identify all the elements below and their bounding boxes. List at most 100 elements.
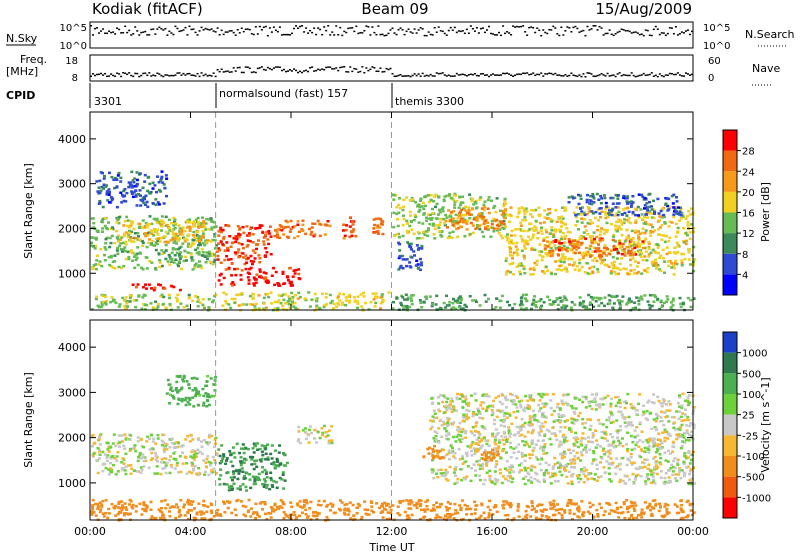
heatmap-cell xyxy=(608,302,612,305)
heatmap-cell xyxy=(460,478,464,482)
heatmap-cell xyxy=(174,232,178,236)
heatmap-cell xyxy=(665,295,669,298)
heatmap-cell xyxy=(534,226,538,230)
nsky-point xyxy=(574,25,577,28)
heatmap-cell xyxy=(98,434,102,438)
heatmap-cell xyxy=(627,220,631,223)
heatmap-cell xyxy=(639,249,643,252)
nsky-point xyxy=(520,25,523,28)
heatmap-cell xyxy=(460,307,464,311)
heatmap-cell xyxy=(117,500,121,504)
heatmap-cell xyxy=(543,480,546,483)
heatmap-cell xyxy=(227,501,231,504)
heatmap-cell xyxy=(105,456,109,459)
heatmap-cell xyxy=(590,238,594,241)
heatmap-cell xyxy=(143,226,146,229)
heatmap-cell xyxy=(95,238,98,241)
heatmap-cell xyxy=(495,227,499,230)
freq-point xyxy=(186,73,189,75)
nsky-point xyxy=(540,34,543,37)
heatmap-cell xyxy=(565,246,569,249)
heatmap-cell xyxy=(566,482,570,485)
heatmap-cell xyxy=(111,197,115,200)
heatmap-cell xyxy=(208,464,212,467)
heatmap-cell xyxy=(651,263,654,266)
heatmap-cell xyxy=(533,261,537,265)
heatmap-cell xyxy=(240,303,244,307)
heatmap-cell xyxy=(609,509,613,512)
heatmap-cell xyxy=(677,213,681,216)
heatmap-cell xyxy=(102,515,106,518)
heatmap-cell xyxy=(571,518,574,521)
heatmap-cell xyxy=(162,433,166,436)
nsky-point xyxy=(522,25,525,27)
heatmap-cell xyxy=(110,468,113,472)
nsky-point xyxy=(662,32,665,34)
heatmap-cell xyxy=(602,447,605,450)
heatmap-cell xyxy=(658,443,662,446)
heatmap-cell xyxy=(534,219,538,223)
heatmap-cell xyxy=(270,484,274,487)
heatmap-cell xyxy=(486,439,490,442)
heatmap-cell xyxy=(506,269,510,273)
heatmap-cell xyxy=(346,507,350,511)
heatmap-cell xyxy=(261,482,265,486)
heatmap-cell xyxy=(178,230,182,233)
nsky-point xyxy=(475,27,478,29)
heatmap-cell xyxy=(192,453,196,457)
heatmap-cell xyxy=(476,226,479,229)
heatmap-cell xyxy=(133,232,137,235)
heatmap-cell xyxy=(676,251,680,254)
heatmap-cell xyxy=(296,439,300,443)
nsky-point xyxy=(250,32,253,35)
heatmap-cell xyxy=(145,504,149,508)
heatmap-cell xyxy=(158,261,162,264)
heatmap-cell xyxy=(398,236,401,239)
heatmap-cell xyxy=(471,299,475,302)
heatmap-cell xyxy=(465,513,469,516)
heatmap-cell xyxy=(157,253,161,256)
heatmap-cell xyxy=(246,234,250,237)
heatmap-cell xyxy=(655,265,659,269)
heatmap-cell xyxy=(222,482,226,486)
freq-point xyxy=(624,74,627,76)
heatmap-cell xyxy=(398,242,402,246)
heatmap-cell xyxy=(234,252,238,256)
heatmap-cell xyxy=(168,514,172,518)
heatmap-cell xyxy=(179,470,183,474)
heatmap-cell xyxy=(160,511,164,514)
heatmap-cell xyxy=(190,256,194,259)
heatmap-cell xyxy=(532,298,536,302)
heatmap-cell xyxy=(120,201,124,204)
freq-point xyxy=(102,74,105,76)
freq-point xyxy=(662,75,665,78)
freq-point xyxy=(335,67,338,69)
freq-point xyxy=(528,73,531,76)
heatmap-cell xyxy=(168,393,172,397)
heatmap-cell xyxy=(348,225,352,228)
heatmap-cell xyxy=(297,430,301,433)
heatmap-cell xyxy=(287,295,291,298)
heatmap-cell xyxy=(255,273,259,276)
heatmap-cell xyxy=(174,458,178,461)
heatmap-cell xyxy=(590,254,594,257)
heatmap-cell xyxy=(639,208,643,211)
freq-point xyxy=(453,75,456,77)
heatmap-cell xyxy=(295,516,299,519)
heatmap-cell xyxy=(216,254,220,258)
heatmap-cell xyxy=(561,254,565,258)
heatmap-cell xyxy=(106,227,109,231)
heatmap-cell xyxy=(448,301,452,304)
freq-point xyxy=(536,73,539,76)
heatmap-cell xyxy=(549,503,553,507)
heatmap-cell xyxy=(267,229,271,233)
freq-point xyxy=(415,74,418,77)
heatmap-cell xyxy=(111,226,114,229)
heatmap-cell xyxy=(178,233,182,236)
freq-point xyxy=(622,74,625,76)
heatmap-cell xyxy=(413,254,416,257)
heatmap-cell xyxy=(417,210,421,213)
heatmap-cell xyxy=(97,438,101,441)
heatmap-cell xyxy=(232,472,236,476)
